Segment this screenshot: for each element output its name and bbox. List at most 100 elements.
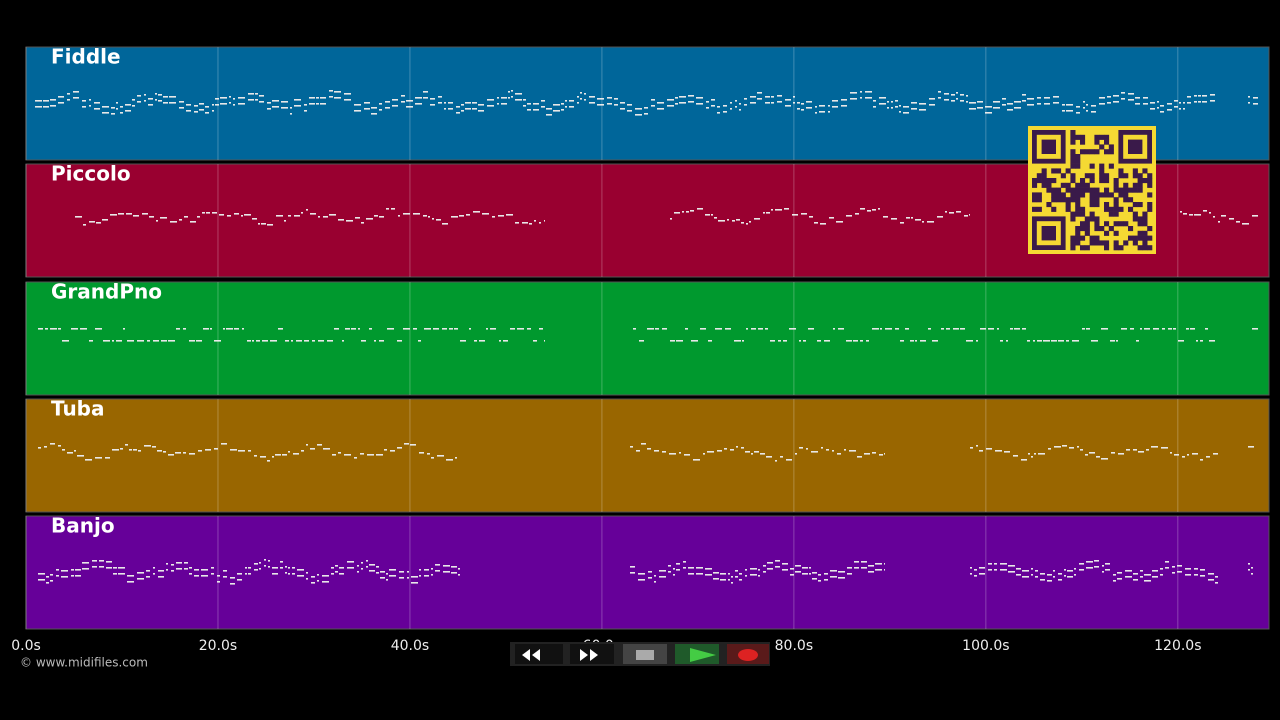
qr-module (1108, 206, 1114, 212)
note (487, 105, 494, 107)
note (424, 575, 429, 577)
note (436, 219, 441, 221)
note (158, 570, 164, 572)
note (819, 105, 825, 107)
note (1085, 454, 1088, 456)
note (1116, 340, 1118, 342)
note (727, 219, 729, 221)
note (460, 340, 466, 342)
note (71, 575, 74, 577)
note (288, 573, 290, 575)
note (899, 111, 901, 113)
note (812, 572, 817, 574)
note (1185, 568, 1191, 570)
note (880, 328, 882, 330)
note (1150, 102, 1155, 104)
note (676, 563, 680, 565)
note (522, 222, 528, 224)
note (323, 216, 328, 218)
note (837, 453, 841, 455)
track-name: Piccolo (51, 162, 131, 186)
qr-module (1104, 149, 1110, 155)
note (670, 218, 672, 220)
note (354, 457, 357, 459)
qr-module (1060, 182, 1066, 188)
note (670, 340, 675, 342)
qr-module (1056, 192, 1062, 198)
note (386, 573, 388, 575)
note (685, 328, 688, 330)
note (1031, 456, 1033, 458)
note (399, 571, 404, 573)
note (82, 568, 89, 570)
note (118, 567, 125, 569)
note (73, 97, 79, 99)
note (1038, 453, 1045, 455)
note (730, 449, 734, 451)
note (110, 214, 117, 216)
qr-module (1094, 134, 1100, 140)
note (304, 104, 307, 106)
note (674, 212, 680, 214)
record-button[interactable] (727, 644, 769, 664)
note (176, 328, 180, 330)
note (706, 101, 709, 103)
qr-module (1051, 197, 1057, 203)
note (830, 570, 837, 572)
note (1101, 458, 1108, 460)
note (766, 212, 770, 214)
note (278, 328, 283, 330)
note (938, 91, 941, 93)
note (1113, 580, 1116, 582)
note (790, 568, 794, 570)
note (35, 100, 42, 102)
qr-module (1070, 240, 1076, 246)
qr-module (1089, 192, 1095, 198)
note (272, 456, 274, 458)
rewind-button[interactable] (515, 644, 563, 664)
note (1210, 100, 1215, 102)
qr-module (1099, 240, 1105, 246)
note (635, 108, 642, 110)
qr-module (1128, 226, 1134, 232)
note (1040, 573, 1045, 575)
note (197, 216, 200, 218)
note (723, 111, 727, 113)
note (415, 97, 422, 99)
note (511, 96, 513, 98)
note (389, 575, 396, 577)
note (1167, 103, 1172, 105)
note (1051, 340, 1057, 342)
note (1062, 110, 1065, 112)
note (433, 328, 439, 330)
note (771, 102, 774, 104)
note (782, 563, 788, 565)
qr-module (1041, 182, 1047, 188)
qr-module (1118, 173, 1124, 179)
note (318, 340, 324, 342)
note (435, 564, 440, 566)
track-name: GrandPno (51, 280, 162, 304)
qr-module (1099, 168, 1105, 174)
note (696, 573, 703, 575)
note (682, 211, 684, 213)
note (782, 569, 788, 571)
note (783, 340, 787, 342)
note (944, 93, 949, 95)
note (230, 583, 235, 585)
qr-module (1132, 168, 1138, 174)
note (1196, 340, 1198, 342)
stop-button[interactable] (623, 644, 667, 664)
fast-forward-button[interactable] (570, 644, 614, 664)
note (1194, 574, 1198, 576)
note (651, 99, 655, 101)
note (380, 571, 385, 573)
note (369, 564, 375, 566)
play-button[interactable] (675, 644, 719, 664)
note (248, 93, 254, 95)
note (137, 572, 144, 574)
note (170, 221, 177, 223)
qr-module (1080, 221, 1086, 227)
note (1202, 101, 1207, 103)
qr-module (1094, 187, 1100, 193)
